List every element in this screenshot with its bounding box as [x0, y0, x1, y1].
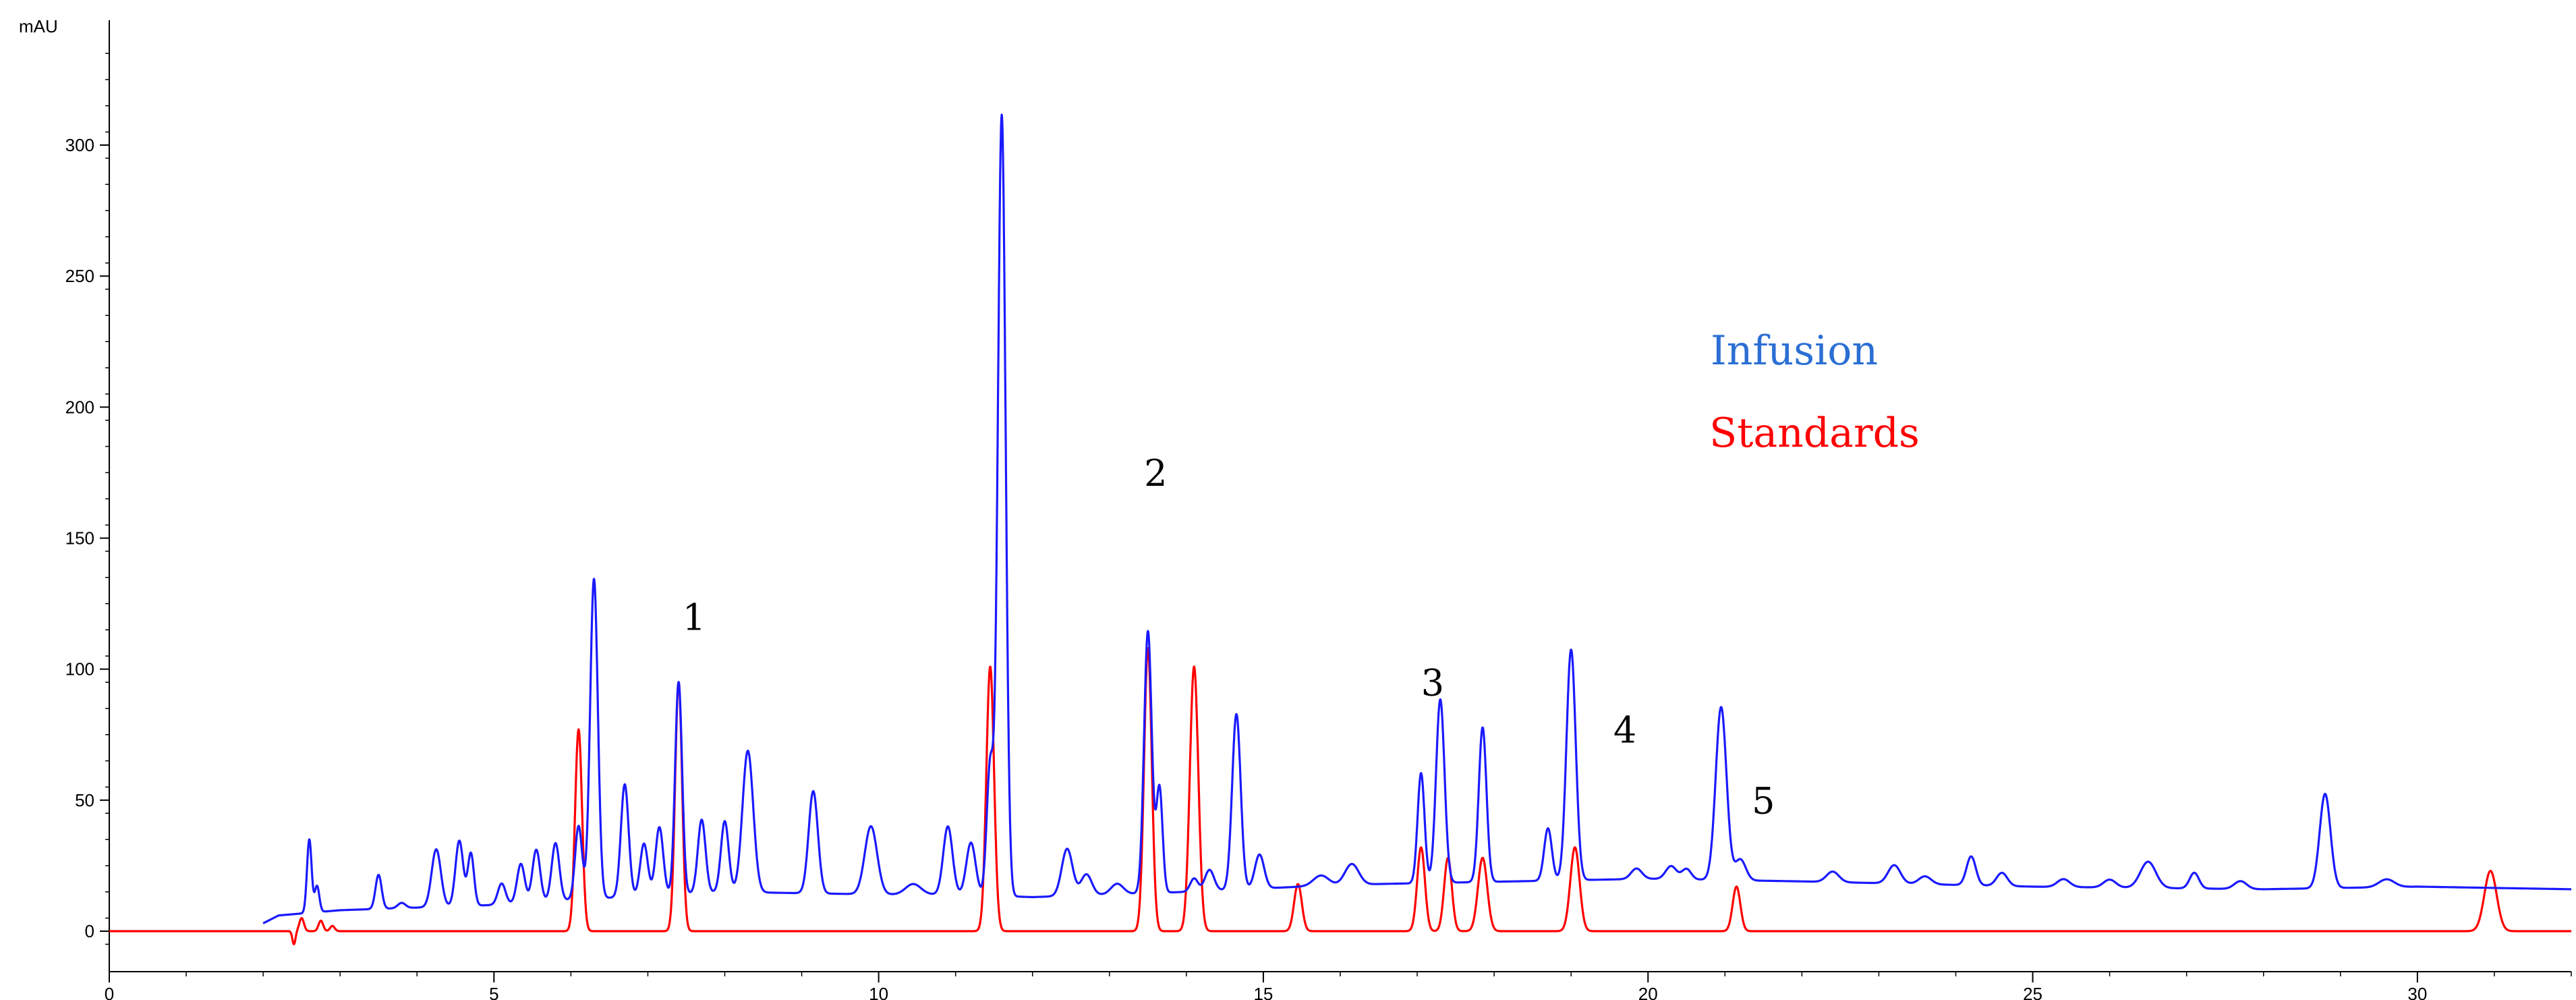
- y-tick-label: 50: [75, 790, 94, 810]
- series-line-standards: [108, 647, 2573, 945]
- peak-label-5: 5: [1752, 779, 1775, 822]
- x-tick-label: 20: [1638, 984, 1658, 1000]
- x-tick-label: 15: [1253, 984, 1273, 1000]
- y-tick-label: 0: [85, 921, 94, 941]
- y-tick-label: 100: [65, 659, 94, 679]
- x-tick-label: 25: [2023, 984, 2042, 1000]
- peak-label-3: 3: [1421, 662, 1444, 704]
- y-axis-label: mAU: [19, 16, 58, 36]
- series-line-infusion: [262, 113, 2573, 924]
- legend: Infusion Standards: [1709, 327, 1920, 457]
- y-tick-label: 200: [65, 397, 94, 417]
- y-tick-label: 300: [65, 135, 94, 155]
- legend-entry-standards: Standards: [1709, 410, 1920, 457]
- series-layer: [108, 113, 2573, 945]
- y-tick-label: 250: [65, 266, 94, 286]
- y-tick-label: 150: [65, 528, 94, 549]
- x-tick-label: 30: [2407, 984, 2427, 1000]
- x-tick-label: 0: [105, 984, 114, 1000]
- peak-label-4: 4: [1613, 709, 1636, 751]
- annotations: 1 2 3 4 5: [683, 452, 1775, 822]
- legend-entry-infusion: Infusion: [1711, 327, 1878, 374]
- peak-label-1: 1: [683, 596, 706, 638]
- x-tick-label: 10: [869, 984, 888, 1000]
- x-tick-label: 5: [489, 984, 498, 1000]
- peak-label-2: 2: [1144, 452, 1167, 495]
